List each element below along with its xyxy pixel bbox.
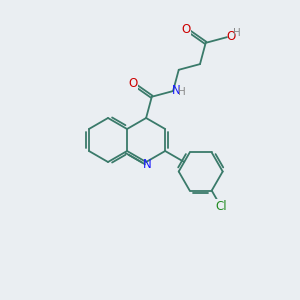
Text: H: H <box>178 87 186 97</box>
Text: O: O <box>226 30 236 43</box>
Text: H: H <box>233 28 241 38</box>
Text: O: O <box>128 76 137 90</box>
Text: Cl: Cl <box>215 200 227 213</box>
Text: N: N <box>143 158 152 172</box>
Text: O: O <box>181 23 190 36</box>
Text: N: N <box>172 84 180 97</box>
